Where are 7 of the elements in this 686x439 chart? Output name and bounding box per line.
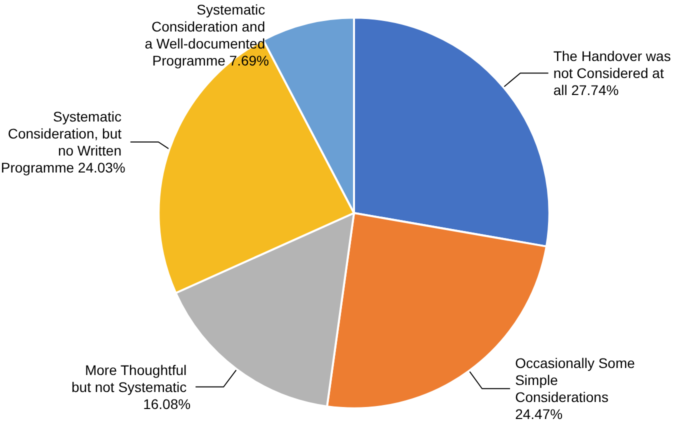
slice-label: The Handover was not Considered at all 27.74% bbox=[553, 48, 675, 98]
data-label: 16.08% bbox=[143, 396, 191, 412]
slice-label: Systematic Consideration and a Well-documented Programme 7.69% bbox=[144, 2, 270, 68]
data-label: 24.47% bbox=[515, 406, 563, 422]
slice-label: Occasionally Some Simple Considerations bbox=[515, 355, 639, 406]
slice-label: More Thoughtful but not Systematic bbox=[72, 362, 191, 395]
slice-label: Systematic Consideration, but no Written Programme 24.03% bbox=[0, 108, 126, 176]
